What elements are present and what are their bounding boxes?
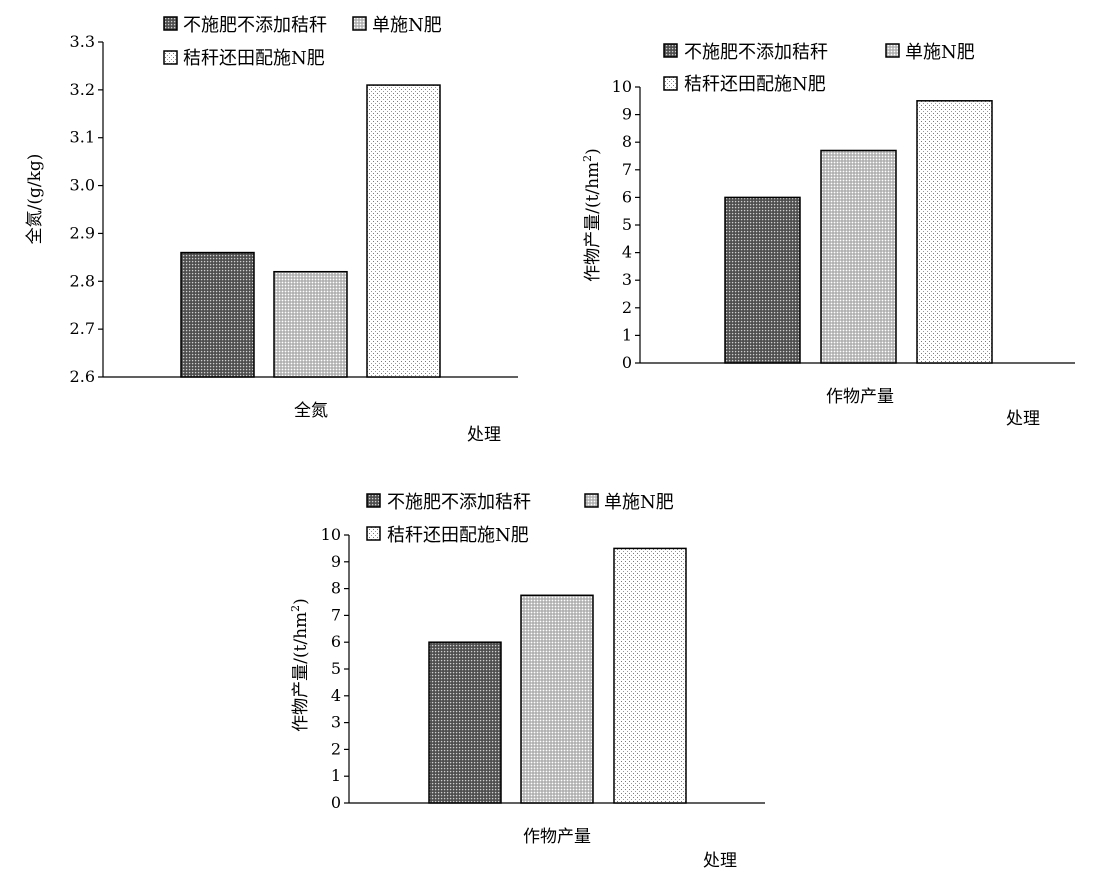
chart2-ytick-label-3: 3 <box>622 270 632 289</box>
chart2-y-ticks: 0 1 2 3 4 5 6 7 8 9 10 <box>612 77 640 372</box>
chart1-y-ticks: 2.6 2.7 2.8 2.9 3.0 3.1 3.2 3.3 <box>70 32 103 386</box>
chart3-legend-label-2: 秸秆还田配施N肥 <box>387 525 529 546</box>
chart3-ytick-label-9: 9 <box>331 552 341 571</box>
chart2-ytick-label-4: 4 <box>622 243 632 262</box>
chart2-ytick-label-1: 1 <box>622 325 632 344</box>
chart2-xlabel: 处理 <box>1006 409 1040 429</box>
chart2-bar-2 <box>916 100 993 364</box>
chart2-ytick-label-9: 9 <box>622 105 632 124</box>
chart1-ytick-label-0: 2.6 <box>70 367 95 386</box>
chart3-legend-swatch-1 <box>584 493 599 508</box>
chart2-bars <box>724 100 993 364</box>
chart3-legend-swatch-2 <box>366 526 381 541</box>
chart1-legend: 不施肥不添加秸秆 单施N肥 秸秆还田配施N肥 <box>163 15 442 69</box>
chart3-ytick-label-7: 7 <box>331 605 341 624</box>
chart2-legend-swatch-1 <box>885 43 900 58</box>
chart3-bar-2 <box>613 547 687 804</box>
chart2-ytick-label-7: 7 <box>622 160 632 179</box>
chart1-ytick-label-3: 2.9 <box>70 223 95 242</box>
chart1-ytick-label-7: 3.3 <box>70 32 95 51</box>
chart3-ytick-label-10: 10 <box>321 525 341 544</box>
chart3-legend-label-0: 不施肥不添加秸秆 <box>387 492 531 513</box>
chart3-legend-label-1: 单施N肥 <box>604 492 674 513</box>
chart2-ytick-label-2: 2 <box>622 298 632 317</box>
chart2-category-label: 作物产量 <box>826 387 894 407</box>
chart1-ylabel: 全氮/(g/kg) <box>25 154 45 245</box>
chart3-category-label: 作物产量 <box>523 827 591 847</box>
chart1-ytick-label-6: 3.2 <box>70 80 95 99</box>
chart3-bar-1 <box>520 594 594 804</box>
chart1-legend-swatch-0 <box>163 16 178 31</box>
chart3-ytick-label-4: 4 <box>331 686 341 705</box>
chart1-legend-label-1: 单施N肥 <box>372 15 442 36</box>
chart2-legend-swatch-0 <box>663 43 678 58</box>
chart2-legend-swatch-2 <box>663 76 678 91</box>
chart3-ytick-label-2: 2 <box>331 739 341 758</box>
chart1-ytick-label-1: 2.7 <box>70 319 95 338</box>
chart3-ytick-label-5: 5 <box>331 659 341 678</box>
chart1-bar-0 <box>180 251 255 378</box>
chart3-xlabel: 处理 <box>703 851 737 871</box>
chart3-ytick-label-3: 3 <box>331 713 341 732</box>
chart1-ytick-label-4: 3.0 <box>70 176 95 195</box>
chart3-bars <box>428 547 687 804</box>
chart1-legend-label-0: 不施肥不添加秸秆 <box>183 15 327 36</box>
chart3-legend-swatch-0 <box>366 493 381 508</box>
chart1-bars <box>180 84 441 378</box>
chart1-ytick-label-2: 2.8 <box>70 271 95 290</box>
chart3-ytick-label-6: 6 <box>331 632 341 651</box>
chart1-legend-swatch-1 <box>352 16 367 31</box>
chart2-ytick-label-6: 6 <box>622 187 632 206</box>
chart2-bar-0 <box>724 196 801 364</box>
chart1-bar-2 <box>366 84 441 378</box>
chart1-bar-1 <box>273 270 348 378</box>
chart2-legend-label-0: 不施肥不添加秸秆 <box>684 42 828 63</box>
chart2-legend: 不施肥不添加秸秆 单施N肥 秸秆还田配施N肥 <box>663 42 975 95</box>
chart2-legend-label-1: 单施N肥 <box>905 42 975 63</box>
chart3-y-ticks: 0 1 2 3 4 5 6 7 8 9 10 <box>321 525 349 812</box>
chart3-bar-0 <box>428 641 502 804</box>
chart2-legend-label-2: 秸秆还田配施N肥 <box>684 74 826 95</box>
chart2-bar-1 <box>820 149 897 364</box>
chart-total-nitrogen: 2.6 2.7 2.8 2.9 3.0 3.1 3.2 3.3 全氮/(g/kg) 全氮 处理… <box>25 15 518 445</box>
chart2-ylabel: 作物产量/(t/hm2) <box>581 148 603 282</box>
chart1-ytick-label-5: 3.1 <box>70 128 95 147</box>
chart3-legend: 不施肥不添加秸秆 单施N肥 秸秆还田配施N肥 <box>366 492 674 546</box>
chart1-legend-swatch-2 <box>163 50 178 65</box>
chart2-ytick-label-5: 5 <box>622 215 632 234</box>
chart2-ytick-label-0: 0 <box>622 353 632 372</box>
chart3-ylabel: 作物产量/(t/hm2) <box>289 598 311 732</box>
chart2-ytick-label-10: 10 <box>612 77 632 96</box>
chart3-ytick-label-8: 8 <box>331 579 341 598</box>
chart3-ytick-label-1: 1 <box>331 766 341 785</box>
chart-crop-yield-1: 0 1 2 3 4 5 6 7 8 9 10 作物产量/(t/hm2) 作物产量 处理 不施肥不添加… <box>581 42 1075 429</box>
chart1-legend-label-2: 秸秆还田配施N肥 <box>183 48 325 69</box>
chart3-ytick-label-0: 0 <box>331 793 341 812</box>
chart-crop-yield-2: 0 1 2 3 4 5 6 7 8 9 10 作物产量/(t/hm2) 作物产量 处理 不施肥不添加… <box>289 492 765 871</box>
chart1-category-label: 全氮 <box>294 401 328 421</box>
chart2-ytick-label-8: 8 <box>622 132 632 151</box>
chart1-xlabel: 处理 <box>467 425 501 445</box>
